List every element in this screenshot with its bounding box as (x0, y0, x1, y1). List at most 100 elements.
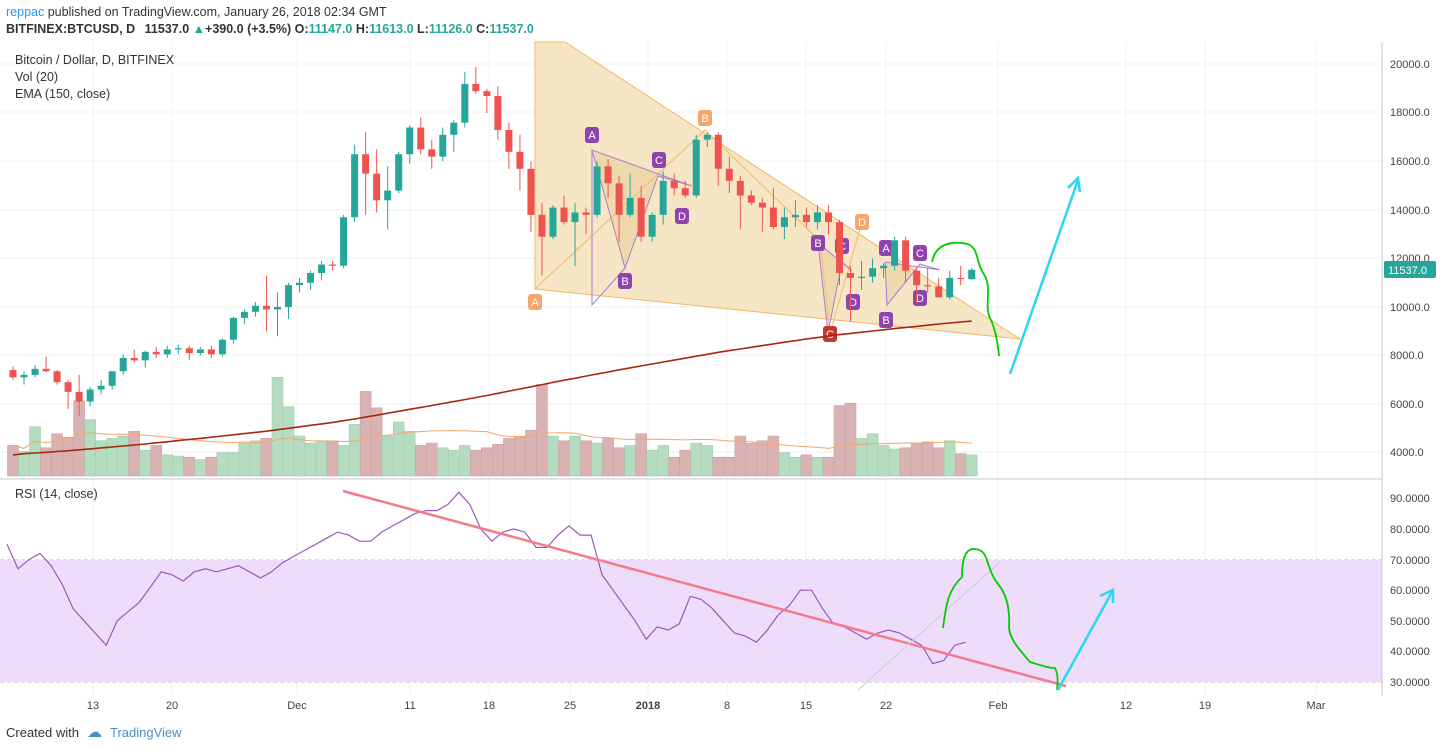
candle-body (218, 339, 226, 355)
low-label: L: (417, 22, 429, 36)
candle-body (373, 173, 381, 201)
volume-bar (591, 442, 603, 477)
open-label: O: (294, 22, 309, 36)
candle-body (747, 195, 755, 203)
candle-body (141, 351, 149, 361)
candle-body (968, 269, 976, 280)
candle-body (152, 351, 160, 355)
volume-bar (106, 438, 118, 477)
candle-body (395, 154, 403, 191)
volume-bar (635, 433, 647, 477)
price-up-arrowhead (1067, 175, 1082, 193)
candle-body (637, 197, 645, 237)
rsi-tick-label: 30.0000 (1390, 677, 1430, 689)
volume-bar (183, 456, 196, 477)
candle-body (450, 122, 458, 135)
pattern-point-label: C (916, 248, 924, 260)
volume-bar (646, 449, 658, 477)
volume-bar (954, 453, 967, 477)
candle-body (869, 268, 877, 277)
rsi-projection-sketch (942, 548, 1059, 691)
candle-body (538, 214, 546, 237)
pattern-point-label: D (678, 211, 686, 223)
tradingview-link[interactable]: TradingView (109, 724, 182, 740)
candle-body (935, 286, 943, 298)
candle-body (329, 264, 337, 266)
candle-body (439, 134, 447, 157)
volume-bar (756, 440, 769, 477)
candle-body (64, 382, 72, 392)
footer: Created with ☁ TradingView (6, 723, 182, 741)
rsi-tick-label: 90.0000 (1390, 493, 1430, 505)
volume-bar (117, 435, 129, 477)
rsi-axis[interactable]: 90.0000 80.0000 70.0000 60.0000 50.0000 40.00… (1390, 493, 1430, 689)
xabcd-legs-1 (591, 150, 626, 307)
created-with-label: Created with (6, 724, 79, 740)
candle-body (296, 282, 304, 286)
candle-body (659, 180, 667, 215)
volume-bar (370, 407, 383, 477)
low-value: 11126.0 (428, 22, 473, 36)
candle-body (494, 96, 502, 130)
time-tick-label: 18 (483, 700, 495, 712)
price-tick-label: 14000.0 (1390, 205, 1430, 217)
last-price-label: 11537.0 (1388, 265, 1427, 277)
ema-line (12, 320, 972, 456)
volume-bar (877, 445, 890, 477)
volume-bar (403, 431, 416, 477)
rsi-tick-label: 40.0000 (1390, 646, 1430, 658)
volume-bar (62, 436, 74, 477)
rsi-up-arrow (1056, 591, 1114, 691)
price-tick-label: 8000.0 (1390, 350, 1424, 362)
candle-body (582, 212, 590, 215)
volume-bar (448, 449, 460, 477)
volume-bar (459, 445, 471, 477)
time-axis[interactable]: 13 20 Dec 11 18 25 2018 8 15 22 Feb 12 19 Mar (87, 700, 1326, 712)
volume-bar (161, 454, 174, 477)
volume-bar (150, 445, 163, 477)
candle-body (42, 368, 50, 372)
volume-bar (315, 440, 328, 477)
candle-body (97, 385, 105, 390)
candle-body (307, 273, 315, 283)
pattern-point-label: B (882, 315, 889, 327)
candle-body (780, 217, 788, 227)
rsi-tick-label: 50.0000 (1390, 616, 1430, 628)
up-triangle-icon: ▲ (192, 22, 206, 36)
candle-body (262, 305, 270, 310)
volume-bar (216, 452, 229, 477)
candle-body (714, 134, 722, 169)
time-tick-label: Mar (1307, 700, 1326, 712)
pattern-point-badge (855, 214, 869, 230)
ohlc-line: BITFINEX:BTCUSD, D 11537.0 ▲+390.0 (+3.5… (6, 21, 534, 38)
candle-body (703, 134, 711, 140)
author-link[interactable]: reppac (6, 5, 45, 19)
volume-bar (547, 435, 559, 477)
volume-bar (767, 435, 780, 477)
tradingview-cloud-icon: ☁ (86, 724, 102, 741)
candle-body (207, 349, 215, 355)
vol-legend: Vol (20) (15, 70, 58, 84)
candle-body (836, 222, 843, 274)
pattern-point-label: B (701, 113, 708, 125)
candle-body (362, 154, 370, 174)
price-tick-label: 6000.0 (1390, 399, 1424, 411)
candle-body (75, 391, 83, 402)
pattern-point-badge (698, 110, 712, 126)
volume-bar (271, 377, 284, 477)
candle-body (670, 180, 678, 189)
time-tick-label: 22 (880, 700, 892, 712)
user-drawings[interactable] (342, 175, 1115, 691)
candle-body (527, 168, 535, 215)
volume-bar (712, 456, 725, 477)
ema-legend: EMA (150, close) (15, 87, 110, 101)
price-tick-label: 16000.0 (1390, 156, 1430, 168)
candle-body (196, 349, 204, 354)
price-axis[interactable]: 20000.018000.016000.014000.012000.010000… (1390, 59, 1430, 459)
pattern-point-badge (618, 273, 632, 289)
candle-body (858, 276, 866, 278)
candlesticks (9, 66, 976, 417)
volume-bar (128, 431, 140, 477)
price-tick-label: 20000.0 (1390, 59, 1430, 71)
